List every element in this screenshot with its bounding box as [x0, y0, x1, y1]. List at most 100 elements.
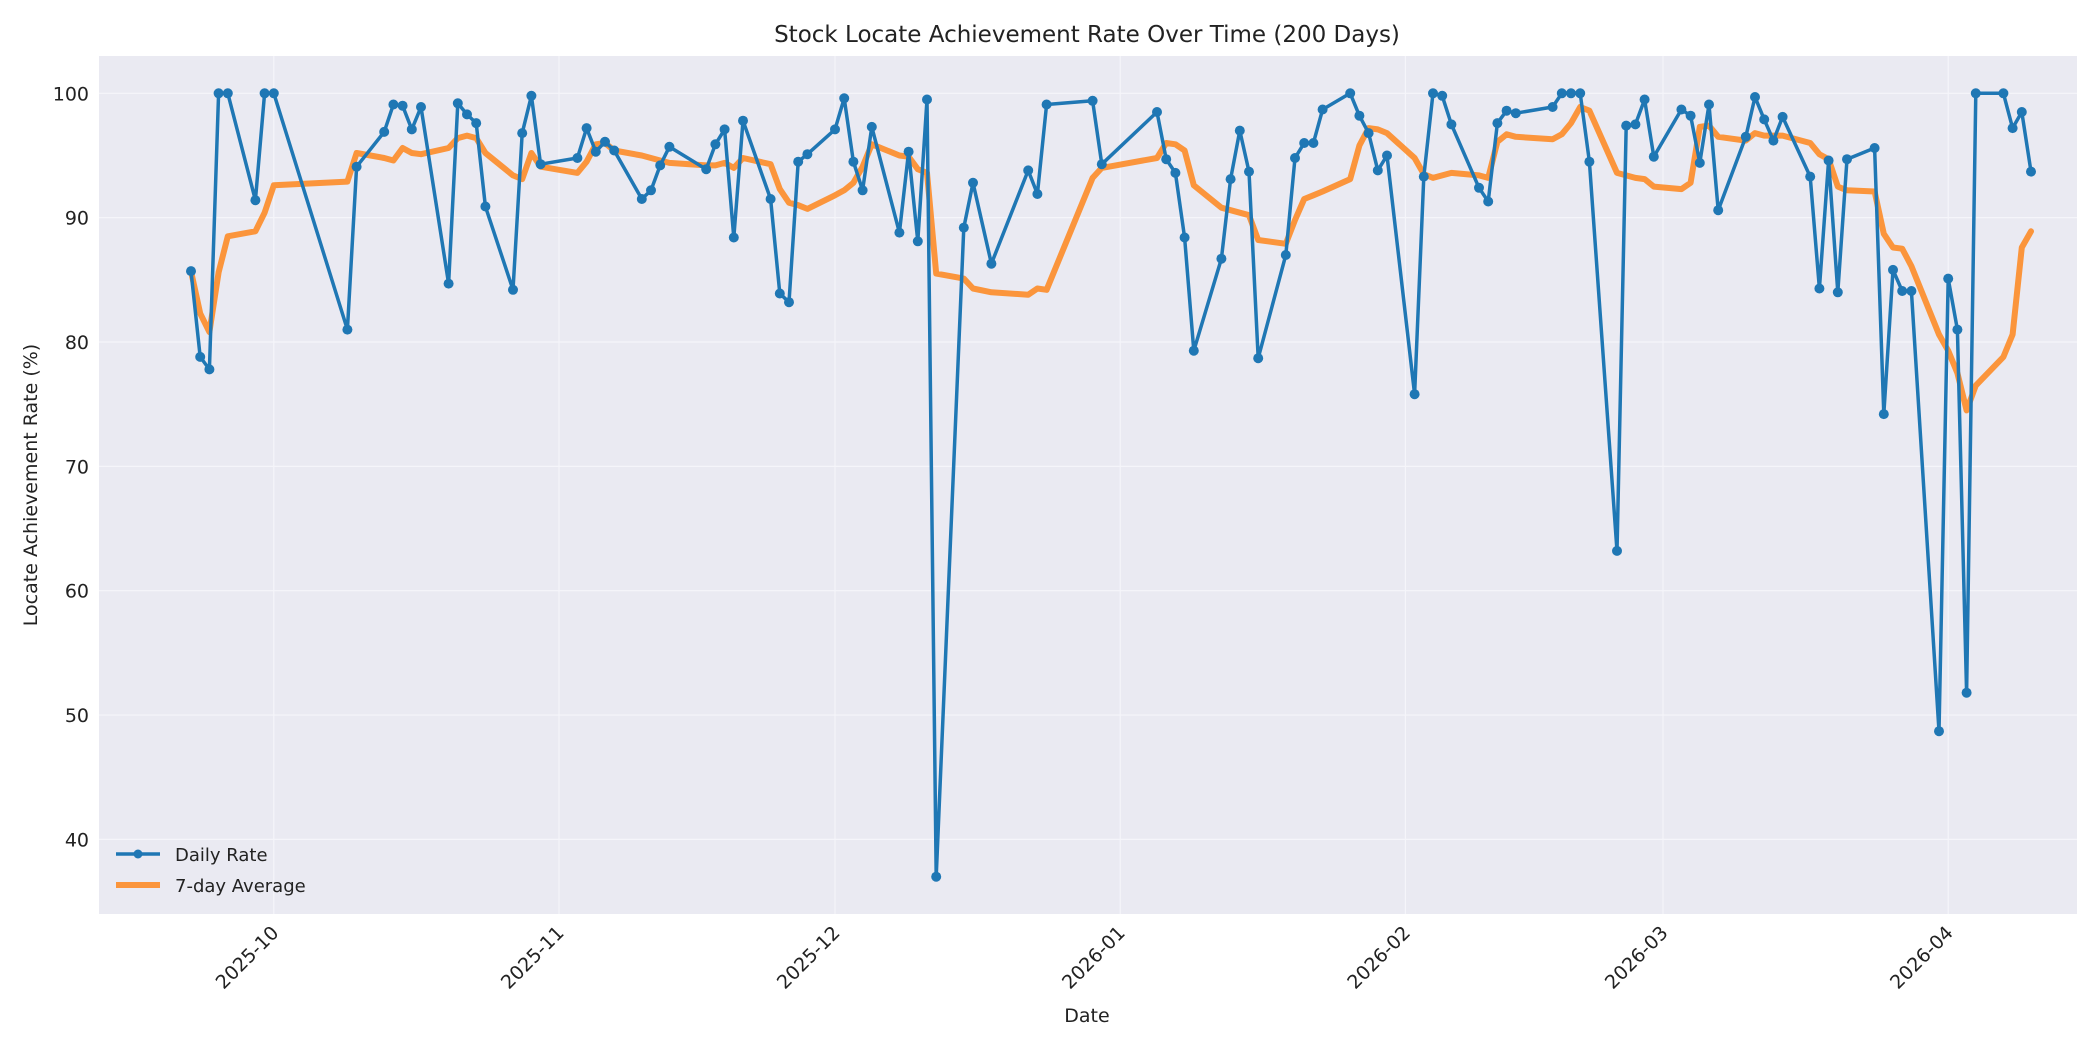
daily-rate-point — [1188, 345, 1199, 356]
daily-rate-point — [2007, 123, 2018, 134]
daily-rate-point — [848, 156, 859, 167]
daily-rate-point — [1740, 131, 1751, 142]
y-tick-label: 40 — [65, 829, 89, 851]
daily-rate-point — [1446, 119, 1457, 130]
daily-rate-point — [793, 156, 804, 167]
daily-rate-point — [250, 195, 261, 206]
daily-rate-point — [710, 139, 721, 150]
daily-rate-point — [1547, 102, 1558, 112]
y-tick-label: 100 — [53, 83, 89, 105]
daily-rate-point — [517, 128, 528, 139]
daily-rate-point — [600, 136, 610, 147]
daily-rate-point — [1961, 687, 1972, 698]
daily-rate-point — [1878, 409, 1889, 420]
daily-rate-point — [986, 258, 997, 269]
daily-rate-point — [1648, 151, 1659, 162]
daily-rate-point — [1161, 154, 1172, 165]
daily-rate-point — [1943, 273, 1954, 284]
daily-rate-point — [1317, 104, 1328, 115]
daily-rate-point — [581, 123, 592, 134]
daily-rate-point — [968, 177, 978, 188]
daily-rate-point — [526, 90, 537, 101]
x-tick-label: 2026-04 — [1886, 922, 1958, 994]
daily-rate-point — [1934, 726, 1944, 737]
daily-rate-point — [452, 98, 463, 109]
daily-rate-point — [701, 164, 712, 175]
daily-rate-point — [1363, 128, 1374, 139]
daily-rate-point — [1492, 118, 1503, 129]
daily-rate-point — [765, 194, 776, 204]
daily-rate-point — [655, 160, 666, 171]
x-tick-label: 2025-12 — [773, 922, 845, 994]
daily-rate-point — [508, 284, 518, 295]
daily-rate-point — [1409, 389, 1420, 400]
daily-rate-point — [2026, 166, 2036, 177]
grid-lines — [99, 56, 2077, 914]
y-axis-ticks: 40 50 60 70 80 90 100 — [53, 83, 89, 851]
daily-rate-point — [784, 297, 794, 308]
daily-rate-point — [1354, 110, 1365, 121]
daily-rate-point — [1630, 119, 1641, 130]
legend-daily-label: Daily Rate — [175, 845, 268, 866]
daily-rate-point — [1023, 165, 1034, 176]
y-axis-label: Locate Achievement Rate (%) — [20, 344, 42, 626]
daily-rate-point — [1621, 120, 1632, 131]
daily-rate-point — [342, 324, 353, 335]
y-tick-label: 60 — [65, 581, 89, 603]
daily-rate-point — [1179, 232, 1190, 243]
daily-rate-point — [1575, 88, 1586, 99]
daily-rate-point — [1814, 283, 1825, 294]
daily-rate-point — [1428, 88, 1438, 99]
x-tick-label: 2025-11 — [497, 922, 569, 994]
series-layer — [186, 88, 2036, 882]
daily-rate-point — [1685, 110, 1696, 121]
daily-rate-point — [1216, 253, 1227, 264]
y-tick-label: 50 — [65, 705, 89, 727]
daily-rate-point — [1299, 138, 1310, 148]
daily-rate-point — [636, 194, 647, 204]
legend: Daily Rate 7-day Average — [116, 845, 306, 897]
daily-rate-point — [1345, 88, 1356, 99]
daily-rate-point — [1556, 88, 1567, 99]
daily-rate-point — [1437, 90, 1448, 101]
daily-rate-point — [416, 102, 426, 112]
y-tick-label: 90 — [65, 208, 89, 230]
daily-rate-point — [866, 121, 877, 132]
daily-rate-point — [590, 146, 601, 157]
daily-rate-point — [1566, 88, 1576, 99]
daily-rate-point — [646, 185, 656, 196]
daily-rate-point — [351, 161, 362, 172]
daily-rate-point — [774, 288, 785, 299]
daily-rate-point — [222, 88, 233, 99]
daily-rate-point — [1823, 155, 1834, 166]
daily-rate-point — [839, 93, 850, 104]
daily-rate-point — [738, 115, 748, 126]
daily-rate-point — [1897, 286, 1908, 296]
daily-rate-point — [1372, 165, 1383, 176]
daily-rate-point — [1483, 196, 1494, 207]
daily-rate-point — [1768, 135, 1779, 146]
daily-rate-point — [1970, 88, 1981, 99]
daily-rate-point — [1777, 111, 1788, 122]
daily-rate-point — [1510, 108, 1521, 119]
daily-rate-point — [1906, 286, 1917, 296]
x-tick-label: 2026-01 — [1058, 922, 1130, 994]
y-tick-label: 80 — [65, 332, 89, 354]
daily-rate-point — [1612, 545, 1622, 556]
daily-rate-point — [903, 146, 914, 157]
daily-rate-point — [462, 109, 472, 120]
daily-rate-point — [1280, 250, 1291, 260]
daily-rate-point — [1713, 205, 1724, 216]
daily-rate-point — [2016, 107, 2027, 117]
series-line-daily-rate — [189, 91, 2033, 879]
daily-rate-point — [1225, 174, 1236, 185]
daily-rate-point — [1244, 166, 1254, 177]
daily-rate-point — [958, 222, 969, 233]
daily-rate-point — [1234, 125, 1245, 136]
daily-rate-point — [1584, 156, 1595, 167]
daily-rate-point — [1087, 95, 1098, 106]
daily-rate-point — [204, 364, 215, 375]
daily-rate-point — [728, 232, 739, 243]
